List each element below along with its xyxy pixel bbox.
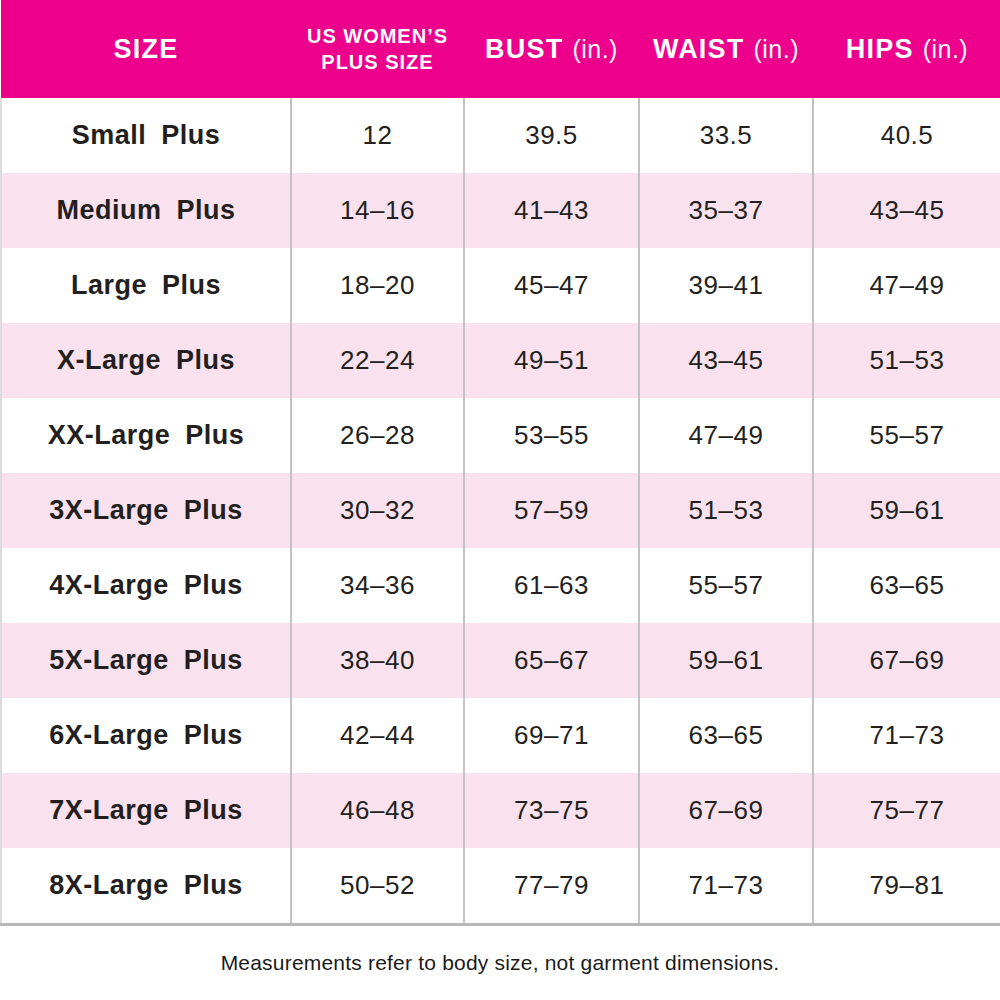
column-header-us-plus-size: US WOMEN’S PLUS SIZE xyxy=(291,0,464,98)
bust-cell: 73–75 xyxy=(464,773,639,848)
waist-column-title: WAIST xyxy=(653,34,745,64)
plus-size-cell: 30–32 xyxy=(291,473,464,548)
size-name-cell: 5X-Large Plus xyxy=(1,623,291,698)
bust-cell: 77–79 xyxy=(464,848,639,925)
bust-cell: 61–63 xyxy=(464,548,639,623)
plus-size-cell: 42–44 xyxy=(291,698,464,773)
table-row: Large Plus18–2045–4739–4147–49 xyxy=(1,248,1000,323)
plus-size-cell: 14–16 xyxy=(291,173,464,248)
bust-cell: 57–59 xyxy=(464,473,639,548)
hips-column-unit: (in.) xyxy=(923,35,969,63)
size-name-cell: 3X-Large Plus xyxy=(1,473,291,548)
waist-cell: 43–45 xyxy=(639,323,813,398)
size-name-cell: Large Plus xyxy=(1,248,291,323)
hips-cell: 47–49 xyxy=(813,248,1000,323)
plus-size-cell: 38–40 xyxy=(291,623,464,698)
table-row: 7X-Large Plus46–4873–7567–6975–77 xyxy=(1,773,1000,848)
size-chart: SIZE US WOMEN’S PLUS SIZE BUST (in.) WAIS… xyxy=(0,0,1000,1000)
hips-cell: 59–61 xyxy=(813,473,1000,548)
size-name-cell: 6X-Large Plus xyxy=(1,698,291,773)
table-row: 3X-Large Plus30–3257–5951–5359–61 xyxy=(1,473,1000,548)
plus-size-cell: 12 xyxy=(291,98,464,173)
hips-cell: 67–69 xyxy=(813,623,1000,698)
hips-cell: 40.5 xyxy=(813,98,1000,173)
plus-size-column-title-line1: US WOMEN’S xyxy=(291,23,464,49)
waist-cell: 33.5 xyxy=(639,98,813,173)
header-row: SIZE US WOMEN’S PLUS SIZE BUST (in.) WAIS… xyxy=(1,0,1000,98)
hips-cell: 43–45 xyxy=(813,173,1000,248)
column-header-waist: WAIST (in.) xyxy=(639,0,813,98)
table-row: XX-Large Plus26–2853–5547–4955–57 xyxy=(1,398,1000,473)
size-name-cell: 7X-Large Plus xyxy=(1,773,291,848)
table-row: X-Large Plus22–2449–5143–4551–53 xyxy=(1,323,1000,398)
size-name-cell: Medium Plus xyxy=(1,173,291,248)
table-row: Medium Plus14–1641–4335–3743–45 xyxy=(1,173,1000,248)
size-name-cell: 8X-Large Plus xyxy=(1,848,291,925)
hips-cell: 51–53 xyxy=(813,323,1000,398)
waist-cell: 35–37 xyxy=(639,173,813,248)
plus-size-cell: 22–24 xyxy=(291,323,464,398)
footnote-area: Measurements refer to body size, not gar… xyxy=(0,926,1000,1000)
plus-size-cell: 18–20 xyxy=(291,248,464,323)
hips-cell: 71–73 xyxy=(813,698,1000,773)
plus-size-cell: 34–36 xyxy=(291,548,464,623)
waist-cell: 67–69 xyxy=(639,773,813,848)
size-column-title: SIZE xyxy=(114,34,179,64)
size-table-body: Small Plus1239.533.540.5Medium Plus14–16… xyxy=(1,98,1000,925)
size-name-cell: Small Plus xyxy=(1,98,291,173)
bust-cell: 69–71 xyxy=(464,698,639,773)
column-header-bust: BUST (in.) xyxy=(464,0,639,98)
footnote: Measurements refer to body size, not gar… xyxy=(221,951,780,975)
bust-cell: 39.5 xyxy=(464,98,639,173)
waist-cell: 71–73 xyxy=(639,848,813,925)
table-row: Small Plus1239.533.540.5 xyxy=(1,98,1000,173)
waist-cell: 55–57 xyxy=(639,548,813,623)
plus-size-cell: 26–28 xyxy=(291,398,464,473)
size-name-cell: XX-Large Plus xyxy=(1,398,291,473)
size-name-cell: 4X-Large Plus xyxy=(1,548,291,623)
bust-cell: 49–51 xyxy=(464,323,639,398)
hips-cell: 63–65 xyxy=(813,548,1000,623)
table-header: SIZE US WOMEN’S PLUS SIZE BUST (in.) WAIS… xyxy=(1,0,1000,98)
hips-cell: 79–81 xyxy=(813,848,1000,925)
table-row: 6X-Large Plus42–4469–7163–6571–73 xyxy=(1,698,1000,773)
waist-cell: 59–61 xyxy=(639,623,813,698)
waist-cell: 51–53 xyxy=(639,473,813,548)
column-header-hips: HIPS (in.) xyxy=(813,0,1000,98)
table-row: 8X-Large Plus50–5277–7971–7379–81 xyxy=(1,848,1000,925)
bust-column-title: BUST xyxy=(485,34,563,64)
column-header-size: SIZE xyxy=(1,0,291,98)
waist-cell: 63–65 xyxy=(639,698,813,773)
table-row: 4X-Large Plus34–3661–6355–5763–65 xyxy=(1,548,1000,623)
size-name-cell: X-Large Plus xyxy=(1,323,291,398)
waist-cell: 39–41 xyxy=(639,248,813,323)
plus-size-column-title-line2: PLUS SIZE xyxy=(291,49,464,75)
bust-cell: 45–47 xyxy=(464,248,639,323)
plus-size-cell: 50–52 xyxy=(291,848,464,925)
plus-size-cell: 46–48 xyxy=(291,773,464,848)
waist-cell: 47–49 xyxy=(639,398,813,473)
size-chart-table: SIZE US WOMEN’S PLUS SIZE BUST (in.) WAIS… xyxy=(0,0,1000,926)
hips-cell: 75–77 xyxy=(813,773,1000,848)
table-row: 5X-Large Plus38–4065–6759–6167–69 xyxy=(1,623,1000,698)
bust-cell: 41–43 xyxy=(464,173,639,248)
bust-cell: 65–67 xyxy=(464,623,639,698)
bust-column-unit: (in.) xyxy=(572,35,618,63)
waist-column-unit: (in.) xyxy=(753,35,799,63)
hips-cell: 55–57 xyxy=(813,398,1000,473)
bust-cell: 53–55 xyxy=(464,398,639,473)
hips-column-title: HIPS xyxy=(846,34,914,64)
